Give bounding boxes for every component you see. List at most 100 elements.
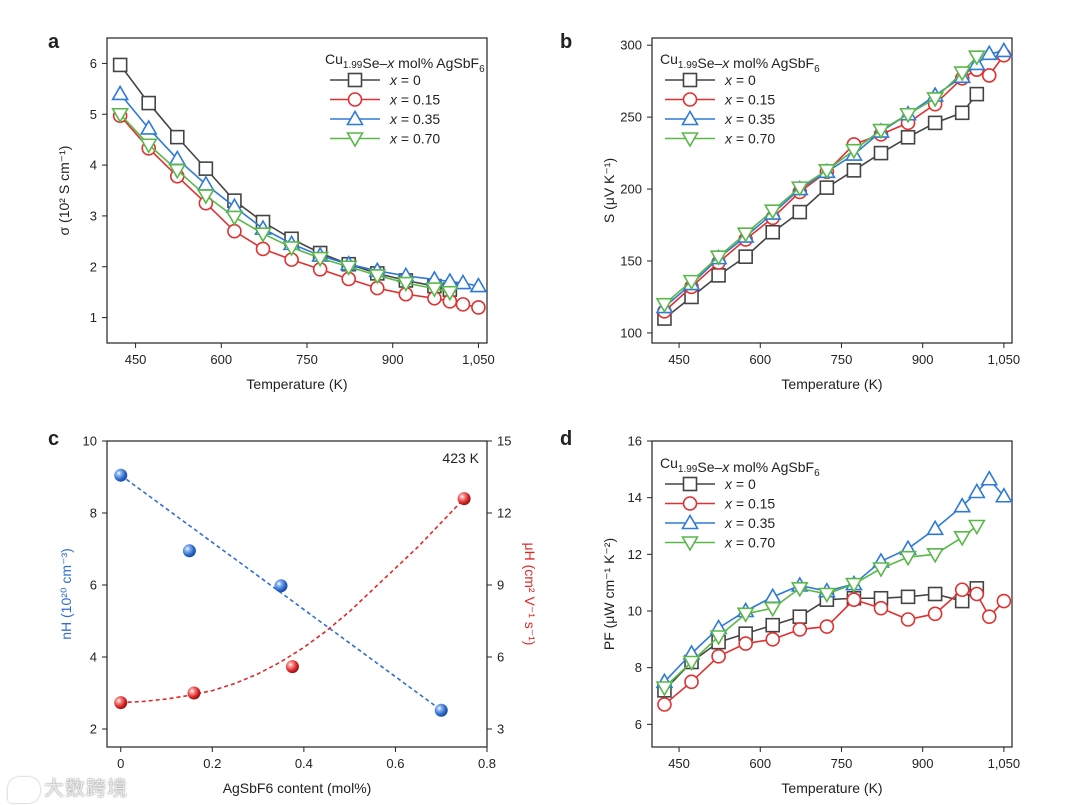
data-point [111, 84, 130, 101]
data-point [927, 606, 943, 622]
legend-entry: x = 0.35 [724, 515, 775, 531]
data-point [819, 619, 835, 634]
legend-entry-value: = 0.15 [732, 496, 775, 512]
data-point [274, 579, 288, 593]
data-point [819, 180, 835, 195]
y-tick-label: 6 [90, 578, 97, 593]
data-point [738, 636, 753, 651]
data-point [684, 674, 699, 690]
x-tick-label: 0 [117, 756, 124, 771]
data-point [227, 223, 242, 239]
watermark-text: 大数跨境 [44, 778, 128, 800]
legend-marker [347, 92, 363, 107]
x-tick-label: 750 [296, 352, 318, 367]
data-point [396, 276, 415, 293]
data-point [899, 107, 917, 124]
legend-marker [347, 72, 363, 88]
data-point [282, 241, 301, 257]
fit-line [120, 498, 465, 704]
legend-marker [682, 92, 698, 107]
legend-marker [682, 72, 698, 88]
data-point [967, 50, 986, 66]
legend-entry-value: = 0.15 [732, 92, 775, 108]
y-axis-label: S (μV K⁻¹) [601, 158, 617, 223]
data-point [114, 696, 128, 710]
y-axis-label: PF (μW cm⁻¹ K⁻²) [601, 538, 617, 650]
data-point [926, 519, 945, 536]
plot-frame [106, 440, 488, 748]
data-point [790, 181, 809, 197]
data-point [926, 548, 945, 564]
legend-entry-value: = 0.35 [732, 111, 775, 127]
data-point [790, 582, 809, 598]
legend-title-part: x [721, 459, 730, 475]
y-tick-label-right: 3 [497, 722, 504, 737]
data-point [112, 57, 128, 73]
legend-entry-value: = 0.15 [397, 92, 440, 108]
x-tick-label: 750 [831, 352, 853, 367]
legend-entry: x = 0 [724, 476, 756, 492]
series-3 [655, 519, 986, 697]
data-point [139, 119, 158, 135]
data-point [763, 601, 782, 618]
chart-panel-b: 450 600 750 900 1,050 100 150 200 250 300 Temperat… [560, 31, 1020, 392]
x-axis-label: AgSbF6 content (mol%) [223, 780, 372, 796]
x-tick-label: 1,050 [988, 756, 1021, 771]
y-axis-label-left: nH (10²⁰ cm⁻³) [58, 548, 74, 640]
y-tick-label: 16 [628, 434, 642, 449]
x-tick-label: 600 [210, 352, 232, 367]
y-tick-label: 300 [620, 38, 642, 53]
data-point [168, 163, 187, 180]
data-point [111, 107, 130, 124]
y-tick-label: 2 [90, 259, 97, 274]
x-tick-label: 1,050 [462, 352, 495, 367]
data-point [711, 268, 726, 283]
legend-entry: x = 0.35 [724, 111, 775, 127]
data-point [763, 204, 782, 220]
data-point [981, 68, 997, 83]
y-tick-label: 14 [628, 490, 642, 505]
legend-title-part: Se– [362, 55, 387, 71]
data-point [425, 282, 444, 298]
data-point [454, 273, 472, 290]
legend-entry-value: = 0 [397, 72, 421, 88]
legend-title-part: mol% AgSbF [729, 459, 814, 475]
y-tick-label: 1 [90, 310, 97, 325]
legend-title-part: 1.99 [678, 60, 698, 71]
x-tick-label: 0.4 [295, 756, 313, 771]
x-tick-label: 750 [831, 756, 853, 771]
data-point [736, 607, 755, 623]
legend-entry-var: x [724, 72, 733, 88]
data-point [927, 586, 943, 602]
y-tick-label: 8 [90, 506, 97, 521]
data-point [900, 612, 916, 627]
data-point [899, 550, 917, 567]
y-tick-label: 8 [635, 660, 642, 675]
y-axis-label-right: μH (cm² V⁻¹ s⁻¹) [522, 543, 538, 646]
data-point [114, 468, 128, 482]
data-point [873, 145, 889, 161]
data-point [900, 129, 916, 145]
data-point [980, 44, 999, 61]
data-point [196, 189, 215, 205]
legend-entry-var: x [724, 111, 733, 127]
data-point [255, 241, 271, 257]
data-point [657, 697, 672, 712]
legend-entry-var: x [724, 515, 733, 531]
legend-title-part: Cu [325, 51, 343, 67]
legend-marker [681, 132, 699, 148]
fit-line [120, 474, 442, 711]
legend-entry-value: = 0.35 [732, 515, 775, 531]
legend-title-part: 6 [479, 64, 485, 75]
data-point [994, 41, 1013, 58]
panel-label: a [48, 31, 60, 53]
data-point [311, 251, 330, 268]
data-point [655, 681, 674, 697]
data-point [198, 161, 214, 176]
data-point [873, 600, 889, 616]
legend-entry-value: = 0 [732, 72, 756, 88]
data-point [440, 285, 459, 302]
series-1 [657, 582, 1012, 712]
y-tick-label: 4 [90, 158, 97, 173]
